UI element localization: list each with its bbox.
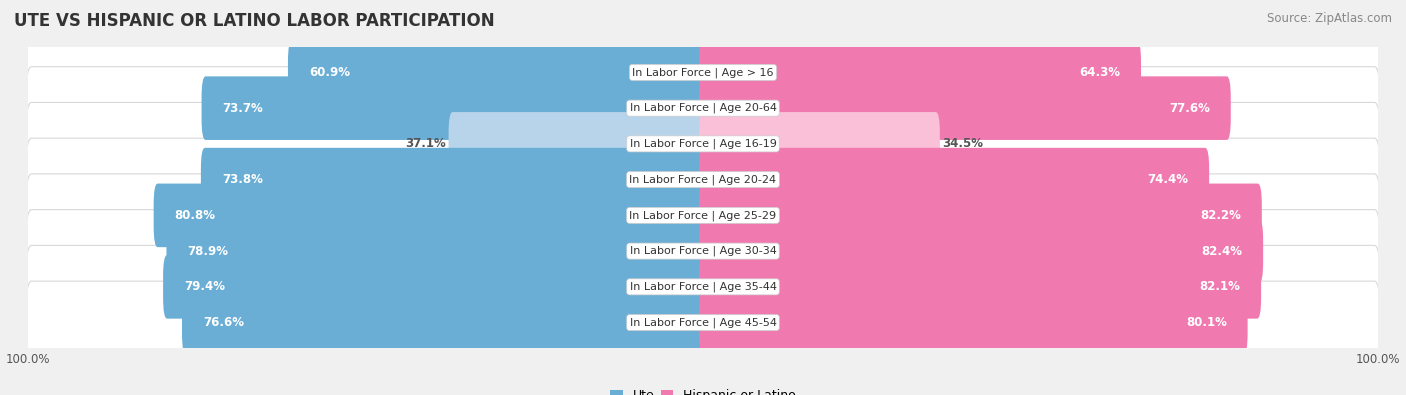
Text: 73.8%: 73.8%	[222, 173, 263, 186]
FancyBboxPatch shape	[27, 174, 1379, 257]
Text: 73.7%: 73.7%	[222, 102, 263, 115]
FancyBboxPatch shape	[699, 76, 1230, 140]
FancyBboxPatch shape	[27, 281, 1379, 364]
FancyBboxPatch shape	[181, 291, 707, 354]
FancyBboxPatch shape	[153, 184, 707, 247]
FancyBboxPatch shape	[27, 102, 1379, 185]
Text: 80.1%: 80.1%	[1185, 316, 1226, 329]
Text: UTE VS HISPANIC OR LATINO LABOR PARTICIPATION: UTE VS HISPANIC OR LATINO LABOR PARTICIP…	[14, 12, 495, 30]
Text: 64.3%: 64.3%	[1078, 66, 1121, 79]
Text: 77.6%: 77.6%	[1168, 102, 1209, 115]
Text: 80.8%: 80.8%	[174, 209, 215, 222]
Text: In Labor Force | Age 25-29: In Labor Force | Age 25-29	[630, 210, 776, 221]
FancyBboxPatch shape	[27, 138, 1379, 221]
FancyBboxPatch shape	[699, 112, 939, 176]
Text: 79.4%: 79.4%	[184, 280, 225, 293]
Text: 34.5%: 34.5%	[942, 137, 984, 150]
Text: In Labor Force | Age 35-44: In Labor Force | Age 35-44	[630, 282, 776, 292]
FancyBboxPatch shape	[201, 76, 707, 140]
Legend: Ute, Hispanic or Latino: Ute, Hispanic or Latino	[605, 384, 801, 395]
Text: 76.6%: 76.6%	[202, 316, 243, 329]
FancyBboxPatch shape	[699, 219, 1263, 283]
FancyBboxPatch shape	[449, 112, 707, 176]
FancyBboxPatch shape	[166, 219, 707, 283]
FancyBboxPatch shape	[699, 255, 1261, 319]
Text: In Labor Force | Age > 16: In Labor Force | Age > 16	[633, 67, 773, 78]
FancyBboxPatch shape	[699, 41, 1142, 104]
FancyBboxPatch shape	[27, 31, 1379, 114]
Text: In Labor Force | Age 16-19: In Labor Force | Age 16-19	[630, 139, 776, 149]
FancyBboxPatch shape	[699, 148, 1209, 211]
Text: In Labor Force | Age 20-64: In Labor Force | Age 20-64	[630, 103, 776, 113]
Text: In Labor Force | Age 45-54: In Labor Force | Age 45-54	[630, 317, 776, 328]
Text: 60.9%: 60.9%	[309, 66, 350, 79]
Text: Source: ZipAtlas.com: Source: ZipAtlas.com	[1267, 12, 1392, 25]
FancyBboxPatch shape	[27, 67, 1379, 150]
Text: 78.9%: 78.9%	[187, 245, 228, 258]
Text: 74.4%: 74.4%	[1147, 173, 1188, 186]
Text: 82.1%: 82.1%	[1199, 280, 1240, 293]
FancyBboxPatch shape	[27, 245, 1379, 328]
Text: 82.2%: 82.2%	[1199, 209, 1241, 222]
Text: 82.4%: 82.4%	[1201, 245, 1243, 258]
FancyBboxPatch shape	[699, 291, 1247, 354]
FancyBboxPatch shape	[699, 184, 1261, 247]
Text: 37.1%: 37.1%	[405, 137, 446, 150]
Text: In Labor Force | Age 30-34: In Labor Force | Age 30-34	[630, 246, 776, 256]
FancyBboxPatch shape	[163, 255, 707, 319]
FancyBboxPatch shape	[27, 210, 1379, 293]
FancyBboxPatch shape	[288, 41, 707, 104]
FancyBboxPatch shape	[201, 148, 707, 211]
Text: In Labor Force | Age 20-24: In Labor Force | Age 20-24	[630, 174, 776, 185]
